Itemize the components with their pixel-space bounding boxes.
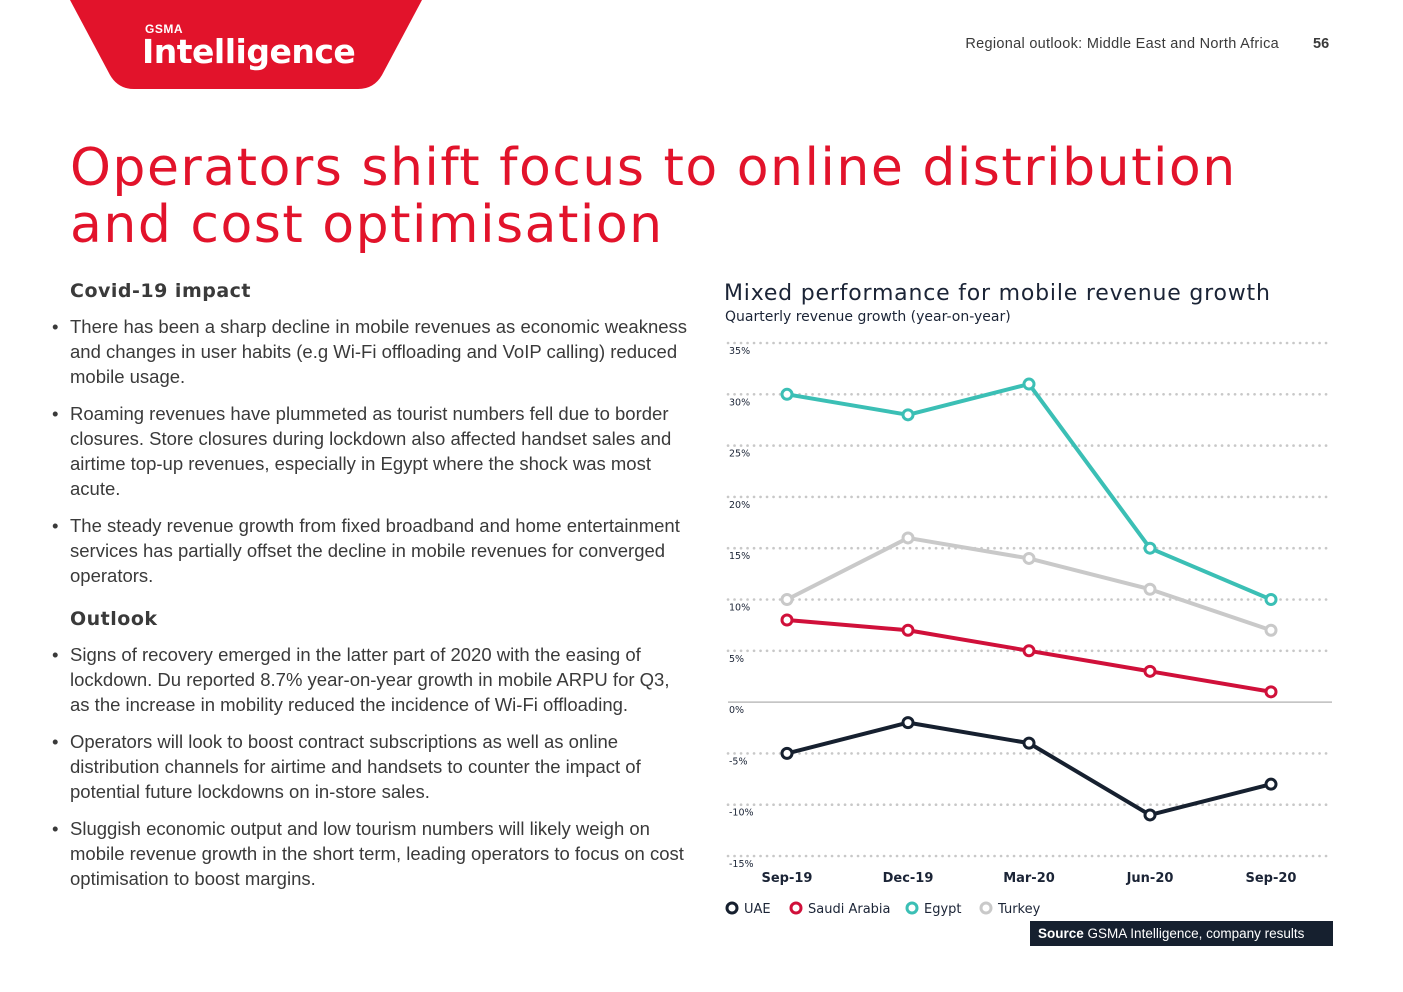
legend-marker bbox=[725, 901, 739, 915]
y-tick-label: 0% bbox=[729, 705, 744, 716]
source-label: Source bbox=[1038, 926, 1084, 941]
data-point bbox=[780, 593, 794, 606]
data-point bbox=[1264, 685, 1278, 699]
data-point bbox=[1264, 623, 1278, 637]
series-line-egypt bbox=[785, 382, 1273, 602]
data-point bbox=[901, 623, 915, 637]
x-tick-label: Dec-19 bbox=[883, 871, 934, 886]
page-number: 56 bbox=[1313, 36, 1330, 52]
section-heading-covid: Covid-19 impact bbox=[70, 280, 252, 302]
data-point bbox=[780, 387, 794, 401]
chart-title: Mixed performance for mobile revenue gro… bbox=[724, 281, 1271, 306]
data-point bbox=[1143, 808, 1157, 822]
page-title: Operators shift focus to online distribu… bbox=[70, 138, 1237, 255]
legend-label: Turkey bbox=[997, 902, 1041, 917]
data-point bbox=[901, 531, 915, 545]
data-point bbox=[1264, 593, 1278, 606]
data-point bbox=[780, 746, 794, 760]
bullet-item: Signs of recovery emerged in the latter … bbox=[50, 642, 690, 717]
logo-tab-shape bbox=[70, 0, 422, 89]
legend-label: Egypt bbox=[924, 902, 962, 917]
y-tick-label: 10% bbox=[729, 603, 750, 614]
legend-marker bbox=[789, 901, 803, 915]
y-tick-label: 35% bbox=[729, 346, 750, 357]
y-tick-label: -10% bbox=[729, 808, 754, 819]
y-tick-label: 15% bbox=[729, 551, 750, 562]
data-point bbox=[1143, 664, 1157, 678]
data-point bbox=[1143, 541, 1157, 555]
outlook-bullet-list: Signs of recovery emerged in the latter … bbox=[50, 642, 690, 891]
bullet-item: There has been a sharp decline in mobile… bbox=[50, 314, 690, 389]
x-tick-label: Sep-20 bbox=[1246, 871, 1297, 886]
data-point bbox=[901, 716, 915, 730]
y-tick-label: -5% bbox=[729, 756, 748, 767]
source-text: GSMA Intelligence, company results bbox=[1087, 926, 1305, 941]
legend-marker bbox=[905, 901, 919, 915]
data-point bbox=[1022, 736, 1036, 750]
source-note: Source GSMA Intelligence, company result… bbox=[1030, 921, 1333, 946]
data-point bbox=[1022, 644, 1036, 658]
revenue-growth-line-chart: 35% 30% 25% 20% 15% 10% 5% 0% -5% -10% -15% Sep-19 D… bbox=[725, 341, 1334, 917]
x-tick-label: Jun-20 bbox=[1126, 871, 1174, 886]
data-point bbox=[1264, 777, 1278, 791]
bullet-item: The steady revenue growth from fixed bro… bbox=[50, 513, 690, 588]
series-line-uae bbox=[785, 720, 1273, 817]
data-point bbox=[1022, 551, 1036, 565]
bullet-item: Roaming revenues have plummeted as touri… bbox=[50, 401, 690, 501]
y-tick-label: 25% bbox=[729, 449, 750, 460]
legend-label: UAE bbox=[744, 902, 771, 917]
x-tick-label: Sep-19 bbox=[762, 871, 813, 886]
section-heading-outlook: Outlook bbox=[70, 608, 158, 630]
x-tick-label: Mar-20 bbox=[1003, 871, 1055, 886]
series-line-turkey bbox=[785, 535, 1273, 633]
running-head: Regional outlook: Middle East and North … bbox=[965, 36, 1279, 52]
gsma-intelligence-logo: GSMA Intelligence bbox=[70, 0, 422, 90]
y-tick-label: 30% bbox=[729, 397, 750, 408]
data-point bbox=[780, 613, 794, 627]
legend-marker bbox=[979, 901, 993, 915]
legend-label: Saudi Arabia bbox=[808, 902, 891, 917]
bullet-item: Operators will look to boost contract su… bbox=[50, 729, 690, 804]
bullet-item: Sluggish economic output and low tourism… bbox=[50, 816, 690, 891]
data-point bbox=[1022, 377, 1036, 391]
chart-subtitle: Quarterly revenue growth (year-on-year) bbox=[725, 309, 1011, 325]
logo-gsma-text: GSMA bbox=[145, 22, 183, 36]
covid-bullet-list: There has been a sharp decline in mobile… bbox=[50, 314, 690, 588]
logo-intelligence-text: Intelligence bbox=[142, 32, 356, 71]
data-point bbox=[1143, 582, 1157, 596]
body-text-column: Covid-19 impact There has been a sharp d… bbox=[50, 280, 690, 903]
data-point bbox=[901, 408, 915, 422]
y-tick-label: -15% bbox=[729, 859, 754, 870]
y-tick-label: 20% bbox=[729, 500, 750, 511]
y-tick-label: 5% bbox=[729, 654, 744, 665]
